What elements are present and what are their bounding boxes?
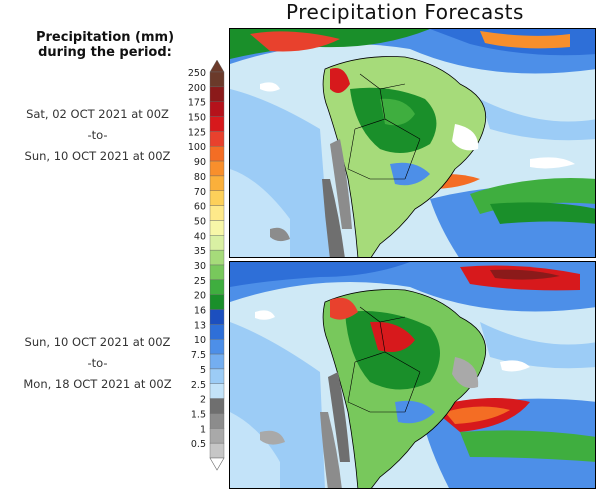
colorbar-tick-label: 5 [200, 365, 206, 376]
colorbar-bottom-arrow [209, 457, 225, 471]
colorbar-tick-label: 200 [188, 83, 206, 94]
colorbar-swatch [209, 398, 225, 414]
colorbar-swatch [209, 116, 225, 132]
legend-heading: Precipitation (mm) during the period: [30, 30, 180, 60]
colorbar-swatch [209, 160, 225, 177]
colorbar-tick-label: 150 [188, 113, 206, 124]
colorbar-swatch [209, 71, 225, 88]
colorbar-tick-label: 7.5 [191, 350, 206, 361]
colorbar-tick-label: 20 [194, 291, 206, 302]
colorbar-top-arrow [209, 59, 225, 73]
colorbar-swatch [209, 339, 225, 355]
colorbar-tick-label: 10 [194, 335, 206, 346]
colorbar-swatch [209, 220, 225, 236]
period-2-end: Mon, 18 OCT 2021 at 00Z [23, 377, 172, 391]
colorbar-swatch [209, 309, 225, 325]
colorbar-swatch [209, 190, 225, 206]
period-2-start: Sun, 10 OCT 2021 at 00Z [24, 335, 171, 349]
colorbar-tick-label: 35 [194, 246, 206, 257]
colorbar-swatch [209, 279, 225, 295]
colorbar-swatch [209, 428, 225, 444]
colorbar-swatch [209, 249, 225, 266]
colorbar-tick-label: 16 [194, 306, 206, 317]
period-1-start: Sat, 02 OCT 2021 at 00Z [26, 107, 169, 121]
colorbar-swatch [209, 324, 225, 340]
period-2-separator: -to- [87, 356, 108, 370]
colorbar-swatch [209, 101, 225, 117]
colorbar-tick-label: 1.5 [191, 409, 206, 420]
legend-heading-line1: Precipitation (mm) [35, 30, 175, 45]
colorbar-tick-label: 70 [194, 187, 206, 198]
colorbar-tick-label: 2 [200, 395, 206, 406]
colorbar-swatch [209, 205, 225, 221]
legend-heading-line2: during the period: [38, 45, 172, 60]
forecast-map-period-2 [229, 261, 596, 489]
colorbar-tick-label: 2.5 [191, 380, 206, 391]
colorbar-tick-label: 100 [188, 142, 206, 153]
colorbar-swatch [209, 413, 225, 429]
colorbar-tick-label: 1 [200, 424, 206, 435]
colorbar-swatch [209, 235, 225, 251]
colorbar-swatch [209, 86, 225, 102]
colorbar-tick-label: 50 [194, 216, 206, 227]
colorbar-tick-label: 175 [188, 98, 206, 109]
colorbar-tick-label: 125 [188, 127, 206, 138]
colorbar-tick-label: 25 [194, 276, 206, 287]
period-1-separator: -to- [87, 128, 108, 142]
colorbar-tick-label: 250 [188, 68, 206, 79]
colorbar-tick-label: 30 [194, 261, 206, 272]
period-1-end: Sun, 10 OCT 2021 at 00Z [24, 149, 171, 163]
colorbar-swatch [209, 368, 225, 384]
colorbar-tick-label: 0.5 [191, 439, 206, 450]
colorbar-swatch [209, 131, 225, 147]
colorbar-tick-label: 80 [194, 172, 206, 183]
forecast-map-period-1 [229, 28, 596, 258]
colorbar-tick-label: 60 [194, 202, 206, 213]
colorbar-tick-label: 13 [194, 320, 206, 331]
colorbar-tick-label: 40 [194, 231, 206, 242]
page-title: Precipitation Forecasts [286, 0, 524, 24]
period-2-label: Sun, 10 OCT 2021 at 00Z -to- Mon, 18 OCT… [10, 332, 185, 395]
colorbar-swatch [209, 383, 225, 399]
precipitation-colorbar: 250 200 175 150 125 100 90 80 70 60 50 40 35 30 25 20 16… [183, 58, 243, 473]
colorbar-tick-label: 90 [194, 157, 206, 168]
colorbar-swatch [209, 146, 225, 162]
colorbar-swatch [209, 353, 225, 370]
colorbar-swatch [209, 294, 225, 310]
colorbar-swatch [209, 175, 225, 191]
colorbar-swatch [209, 264, 225, 281]
period-1-label: Sat, 02 OCT 2021 at 00Z -to- Sun, 10 OCT… [10, 104, 185, 167]
colorbar-swatch [209, 442, 225, 459]
